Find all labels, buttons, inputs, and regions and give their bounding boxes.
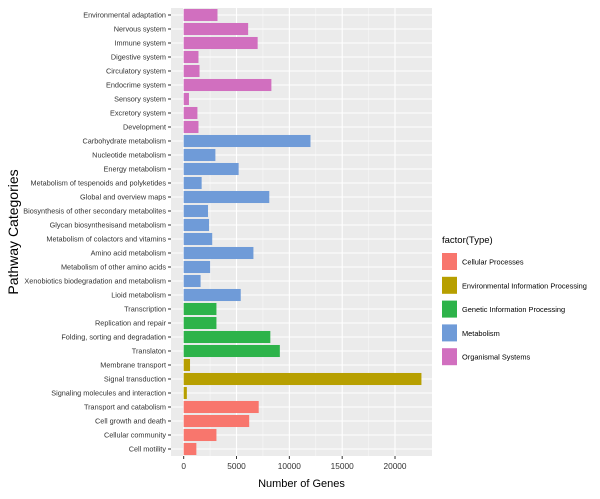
x-axis-title: Number of Genes: [258, 478, 345, 490]
bar-biosynthesis-of-other-secondary-metabolites: [183, 204, 208, 218]
y-axis-ticks: [168, 14, 171, 450]
y-tick-label: Sensory system: [114, 95, 166, 104]
y-tick-label: Xenobiotics biodegradation and metabolis…: [24, 277, 166, 286]
bar-translaton: [183, 344, 280, 358]
bar-digestive-system: [183, 50, 199, 64]
y-tick-label: Metabolism of other amino acids: [61, 263, 166, 272]
legend-title: factor(Type): [442, 235, 493, 246]
legend-label-genetic-information-processing: Genetic Information Processing: [462, 305, 565, 314]
y-tick-label: Replication and repair: [95, 319, 167, 328]
y-tick-label: Circulatory system: [106, 67, 166, 76]
x-tick-label: 0: [181, 461, 186, 471]
y-tick-label: Nucleotide metabolism: [92, 151, 166, 160]
legend-label-cellular-processes: Cellular Processes: [462, 258, 524, 267]
bar-immune-system: [183, 36, 258, 50]
y-tick-label: Lioid metabolism: [111, 291, 166, 300]
y-tick-label: Glycan biosynthesisand metabolism: [50, 221, 166, 230]
y-tick-label: Carbohydrate metabolism: [82, 137, 166, 146]
x-tick-label: 15000: [331, 461, 354, 471]
bar-glycan-biosynthesisand-metabolism: [183, 218, 210, 232]
bar-development: [183, 120, 199, 134]
legend-swatch-metabolism: [442, 324, 457, 342]
y-tick-label: Energy metabolism: [104, 165, 166, 174]
y-tick-label: Metabolism of colactors and vitamins: [46, 235, 166, 244]
y-tick-label: Cell motility: [129, 445, 167, 454]
bar-lioid-metabolism: [183, 288, 241, 302]
bar-global-and-overview-maps: [183, 190, 270, 204]
bar-cellular-community: [183, 428, 217, 442]
y-tick-label: Environmental adaptation: [83, 11, 166, 20]
y-tick-label: Biosynthesis of other secondary metaboli…: [23, 207, 166, 216]
bar-membrane-transport: [183, 358, 191, 372]
y-tick-label: Immune system: [115, 39, 167, 48]
y-tick-label: Signal transduction: [104, 375, 166, 384]
bar-cell-growth-and-death: [183, 414, 250, 428]
y-tick-label: Amino acid metabolism: [91, 249, 166, 258]
y-tick-label: Transcription: [124, 305, 166, 314]
bar-replication-and-repair: [183, 316, 217, 330]
bar-xenobiotics-biodegradation-and-metabolism: [183, 274, 201, 288]
y-tick-label: Endocrime system: [106, 81, 166, 90]
bar-folding-sorting-and-degradation: [183, 330, 271, 344]
x-tick-label: 20000: [383, 461, 406, 471]
bar-metabolism-of-colactors-and-vitamins: [183, 232, 213, 246]
legend-swatch-organismal-systems: [442, 348, 457, 366]
y-tick-label: Signaling molecules and interaction: [51, 389, 166, 398]
y-axis-labels: Environmental adaptation Nervous system Im…: [23, 11, 166, 454]
y-tick-label: Transport and catabolism: [84, 403, 166, 412]
y-tick-label: Translaton: [132, 347, 166, 356]
y-tick-label: Folding, sorting and degradation: [61, 333, 166, 342]
legend-swatch-genetic-information-processing: [442, 300, 457, 318]
y-tick-label: Metabolism of tespenoids and polyketides: [31, 179, 167, 188]
bar-energy-metabolism: [183, 162, 239, 176]
legend-items: Cellular Processes Environmental Informat…: [442, 253, 587, 366]
y-tick-label: Membrane transport: [100, 361, 166, 370]
legend-label-organismal-systems: Organismal Systems: [462, 353, 530, 362]
bar-sensory-system: [183, 92, 189, 106]
y-tick-label: Digestive system: [111, 53, 166, 62]
bar-circulatory-system: [183, 64, 200, 78]
x-tick-label: 10000: [278, 461, 301, 471]
legend-label-metabolism: Metabolism: [462, 329, 500, 338]
bar-amino-acid-metabolism: [183, 246, 254, 260]
bar-carbohydrate-metabolism: [183, 134, 311, 148]
y-tick-label: Excretory system: [110, 109, 166, 118]
legend-label-environmental-information-processing: Environmental Information Processing: [462, 281, 587, 290]
bar-nervous-system: [183, 22, 249, 36]
y-axis-title: Pathway Categories: [5, 169, 21, 294]
y-tick-label: Global and overview maps: [80, 193, 166, 202]
legend-swatch-environmental-information-processing: [442, 276, 457, 294]
bar-metabolism-of-other-amino-acids: [183, 260, 211, 274]
bar-endocrime-system: [183, 78, 272, 92]
y-tick-label: Development: [123, 123, 166, 132]
x-tick-label: 5000: [227, 461, 246, 471]
bar-signal-transduction: [183, 372, 422, 386]
y-tick-label: Cell growth and death: [95, 417, 166, 426]
y-tick-label: Nervous system: [114, 25, 166, 34]
x-axis-ticks: [183, 456, 396, 459]
bar-nucleotide-metabolism: [183, 148, 216, 162]
bar-signaling-molecules-and-interaction: [183, 386, 187, 400]
legend: factor(Type) Cellular Processes Environme…: [442, 235, 587, 366]
bars: [183, 8, 422, 456]
bar-environmental-adaptation: [183, 8, 218, 22]
bar-transport-and-catabolism: [183, 400, 259, 414]
x-axis-labels: 0 5000 10000 15000 20000: [181, 461, 407, 471]
bar-excretory-system: [183, 106, 198, 120]
bar-cell-motility: [183, 442, 197, 456]
y-tick-label: Cellular community: [104, 431, 166, 440]
bar-transcription: [183, 302, 217, 316]
bar-metabolism-of-tespenoids-and-polyketides: [183, 176, 202, 190]
legend-swatch-cellular-processes: [442, 253, 457, 270]
